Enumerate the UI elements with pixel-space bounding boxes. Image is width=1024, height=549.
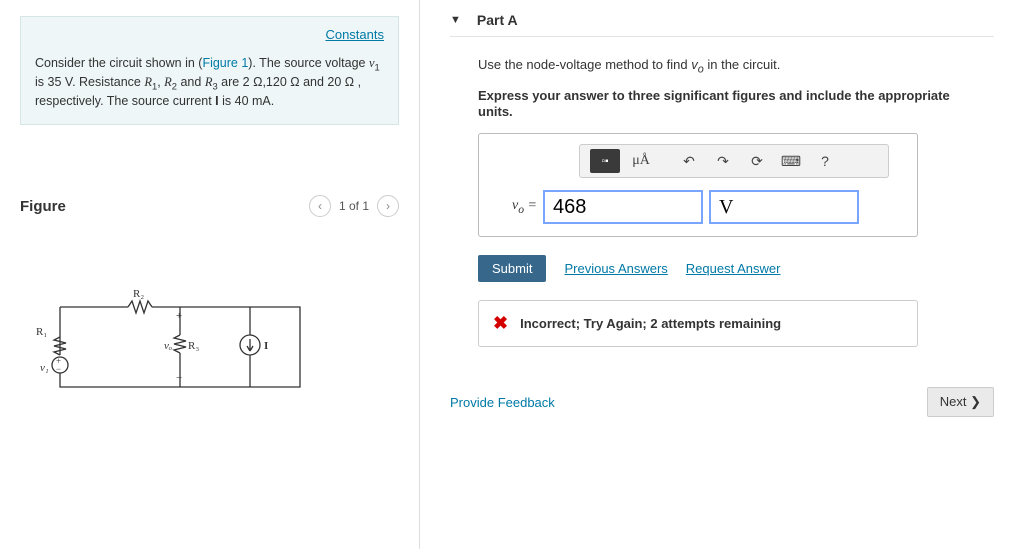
previous-answers-link[interactable]: Previous Answers (564, 261, 667, 276)
r3-label: R₃ (188, 340, 199, 352)
figure-counter: 1 of 1 (339, 199, 369, 213)
r2-label: R₂ (133, 288, 144, 300)
special-chars-button[interactable]: μÅ (628, 149, 654, 173)
vo-node-label: vₒ (164, 340, 172, 352)
problem-statement-box: Constants Consider the circuit shown in … (20, 16, 399, 125)
answer-box: ▫▪ μÅ ↶ ↷ ⟳ ⌨ ? vo = (478, 133, 918, 237)
part-label: Part A (477, 12, 518, 28)
figure-label: Figure (20, 198, 66, 215)
keyboard-button[interactable]: ⌨ (778, 149, 804, 173)
v1-minus: − (56, 364, 61, 374)
figure-prev-button[interactable]: ‹ (309, 195, 331, 217)
left-panel: Constants Consider the circuit shown in … (0, 0, 420, 549)
reset-button[interactable]: ⟳ (744, 149, 770, 173)
next-button[interactable]: Next ❯ (927, 387, 994, 417)
feedback-text: Incorrect; Try Again; 2 attempts remaini… (520, 316, 781, 331)
undo-button[interactable]: ↶ (676, 149, 702, 173)
vo-equals-label: vo = (489, 198, 537, 216)
figure-next-button[interactable]: › (377, 195, 399, 217)
problem-text: Consider the circuit shown in (Figure 1)… (35, 55, 384, 110)
submit-button[interactable]: Submit (478, 255, 546, 282)
redo-button[interactable]: ↷ (710, 149, 736, 173)
help-button[interactable]: ? (812, 149, 838, 173)
v1-label: v₁ (40, 362, 49, 374)
part-header[interactable]: ▼ Part A (450, 12, 994, 37)
value-input[interactable] (543, 190, 703, 224)
figure-nav: ‹ 1 of 1 › (309, 195, 399, 217)
collapse-icon: ▼ (450, 14, 461, 26)
templates-button[interactable]: ▫▪ (590, 149, 620, 173)
answer-toolbar: ▫▪ μÅ ↶ ↷ ⟳ ⌨ ? (579, 144, 889, 178)
circuit-figure: R₂ R₁ R₃ vₒ + − v₁ + − I (20, 277, 340, 417)
figure-header: Figure ‹ 1 of 1 › (20, 195, 399, 217)
vo-minus: − (176, 372, 182, 384)
i-label: I (264, 340, 268, 352)
incorrect-icon: ✖ (493, 313, 508, 334)
instruction-bold: Express your answer to three significant… (478, 88, 958, 122)
constants-link[interactable]: Constants (325, 27, 384, 42)
instruction-text: Use the node-voltage method to find vo i… (478, 57, 994, 76)
request-answer-link[interactable]: Request Answer (686, 261, 781, 276)
feedback-box: ✖ Incorrect; Try Again; 2 attempts remai… (478, 300, 918, 347)
provide-feedback-link[interactable]: Provide Feedback (450, 395, 555, 410)
r1-label: R₁ (36, 326, 47, 338)
right-panel: ▼ Part A Use the node-voltage method to … (420, 0, 1024, 549)
unit-input[interactable] (709, 190, 859, 224)
vo-plus: + (176, 310, 182, 322)
